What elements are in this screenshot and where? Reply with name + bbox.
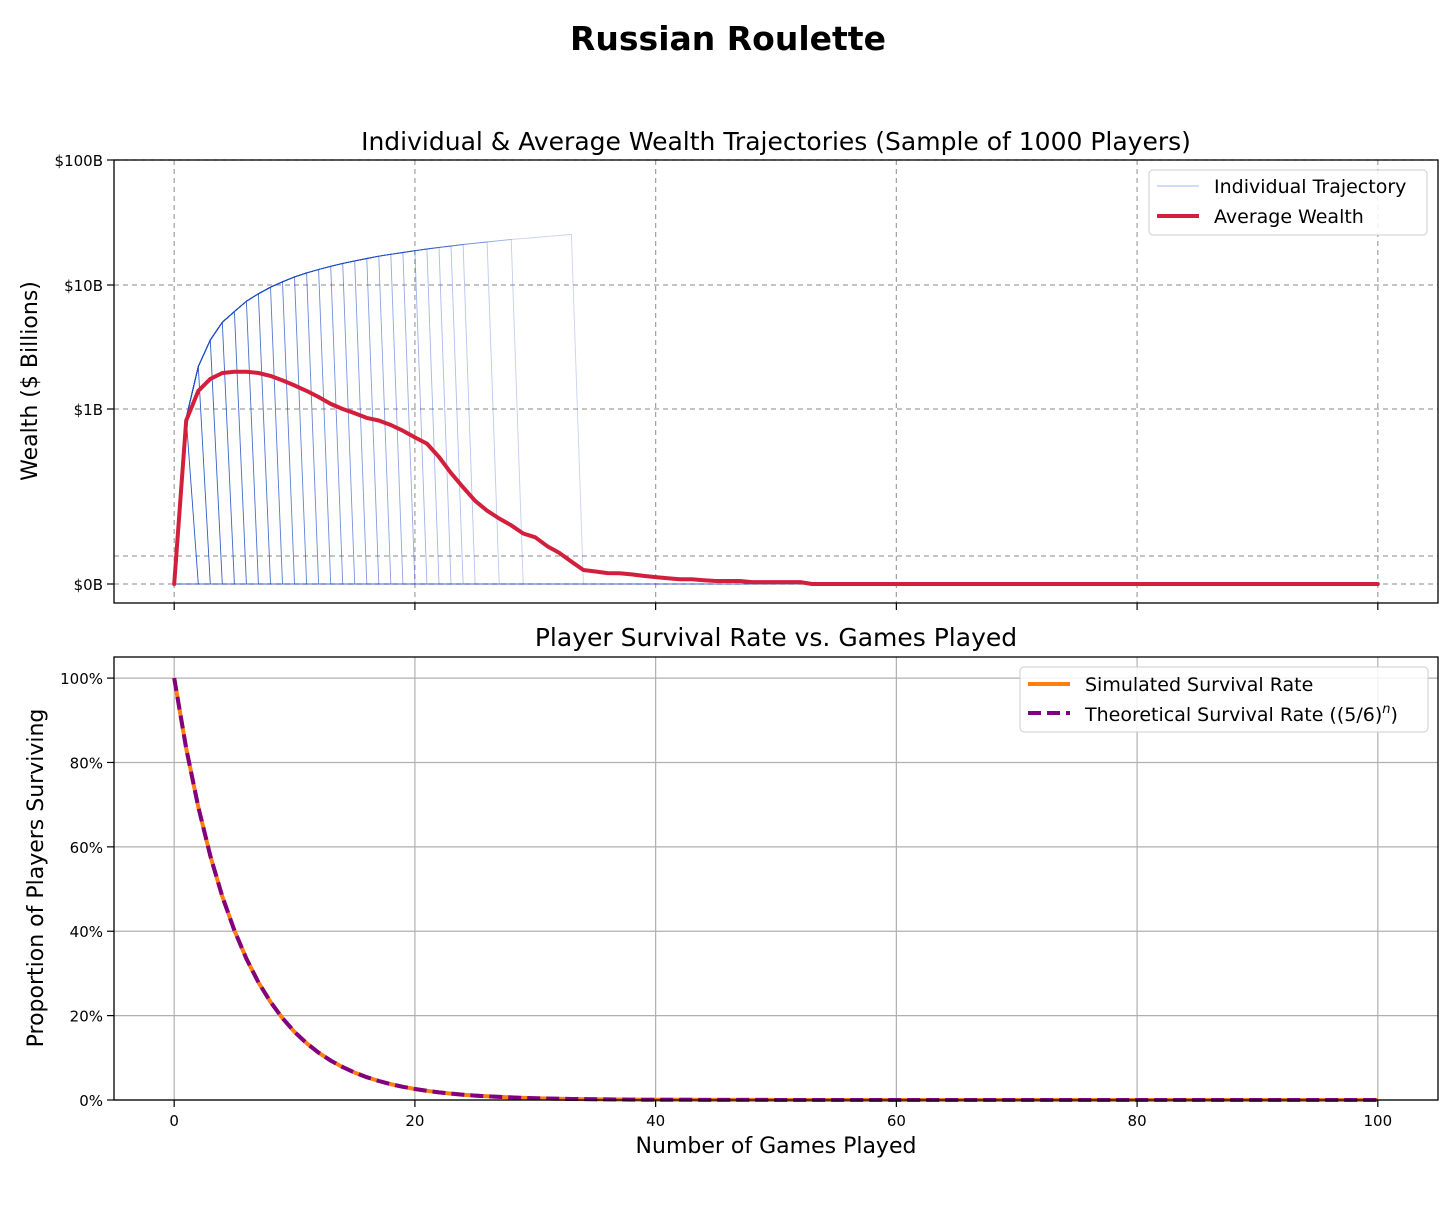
- survival-x-tick-label-4: 80: [1128, 1112, 1147, 1130]
- survival-y-tick-label-0: 0%: [79, 1092, 103, 1110]
- wealth-legend: Individual Trajectory Average Wealth: [1148, 169, 1428, 236]
- survival-x-tick-label-0: 0: [169, 1112, 179, 1130]
- individual-trajectory-line-17: [173, 253, 404, 585]
- survival-y-tick-label-1: 20%: [70, 1008, 103, 1026]
- individual-trajectory-line-16: [173, 255, 392, 585]
- survival-y-axis-label: Proportion of Players Surviving: [24, 709, 49, 1048]
- legend-label-theoretical-survival-superscript: n: [1382, 702, 1390, 717]
- wealth-y-tick-label-0: $100B: [55, 152, 103, 170]
- wealth-legend-box: [1148, 169, 1428, 236]
- wealth-axis-ticks: $100B $10B $1B $0B: [55, 152, 1379, 610]
- survival-y-tick-label-5: 100%: [60, 670, 103, 688]
- individual-trajectory-line-22: [173, 245, 464, 585]
- survival-y-tick-label-4: 80%: [70, 754, 103, 772]
- legend-label-theoretical-survival-suffix: ): [1391, 704, 1398, 726]
- individual-trajectory-line-23: [173, 243, 476, 585]
- individual-trajectory-line-21: [173, 246, 452, 585]
- survival-chart: Player Survival Rate vs. Games Played Pr…: [24, 623, 1439, 1159]
- individual-trajectories: [173, 233, 1378, 585]
- figure-title: Russian Roulette: [570, 19, 886, 58]
- individual-trajectory-line-24: [173, 241, 500, 585]
- wealth-y-tick-label-1: $10B: [64, 277, 103, 295]
- legend-label-theoretical-survival-main: Theoretical Survival Rate ((5/6): [1084, 704, 1382, 726]
- survival-legend: Simulated Survival Rate Theoretical Surv…: [1019, 666, 1429, 733]
- survival-axis-ticks: 0 20 40 60 80 100 0% 20% 40% 60% 80% 100%: [60, 670, 1392, 1130]
- wealth-y-axis-label: Wealth ($ Billions): [18, 281, 43, 481]
- survival-x-tick-label-3: 60: [887, 1112, 906, 1130]
- legend-label-theoretical-survival: Theoretical Survival Rate ((5/6)n): [1084, 702, 1398, 726]
- individual-trajectory-line-25: [173, 239, 524, 585]
- survival-chart-title: Player Survival Rate vs. Games Played: [535, 623, 1017, 652]
- survival-legend-box: [1019, 666, 1429, 733]
- survival-x-tick-label-2: 40: [646, 1112, 665, 1130]
- wealth-chart: Individual & Average Wealth Trajectories…: [18, 127, 1439, 610]
- legend-label-average-wealth: Average Wealth: [1214, 206, 1364, 228]
- individual-trajectory-line-18: [173, 251, 416, 585]
- wealth-chart-title: Individual & Average Wealth Trajectories…: [361, 127, 1191, 156]
- individual-trajectory-line-19: [173, 250, 428, 585]
- average-wealth-series: [172, 369, 1380, 586]
- individual-trajectory-line-20: [173, 248, 440, 585]
- survival-plot-frame: [113, 656, 1439, 1101]
- legend-label-individual-trajectory: Individual Trajectory: [1214, 176, 1406, 198]
- wealth-plot-frame: [113, 159, 1439, 604]
- wealth-y-tick-label-3: $0B: [74, 576, 103, 594]
- wealth-y-tick-label-2: $1B: [74, 401, 103, 419]
- legend-label-simulated-survival: Simulated Survival Rate: [1085, 674, 1313, 696]
- individual-trajectory-line-26: [173, 233, 584, 585]
- survival-y-tick-label-2: 40%: [70, 923, 103, 941]
- average-wealth-line: [172, 369, 1380, 586]
- survival-x-tick-label-5: 100: [1363, 1112, 1392, 1130]
- survival-x-tick-label-1: 20: [405, 1112, 424, 1130]
- survival-x-axis-label: Number of Games Played: [636, 1134, 917, 1159]
- survival-y-tick-label-3: 60%: [70, 839, 103, 857]
